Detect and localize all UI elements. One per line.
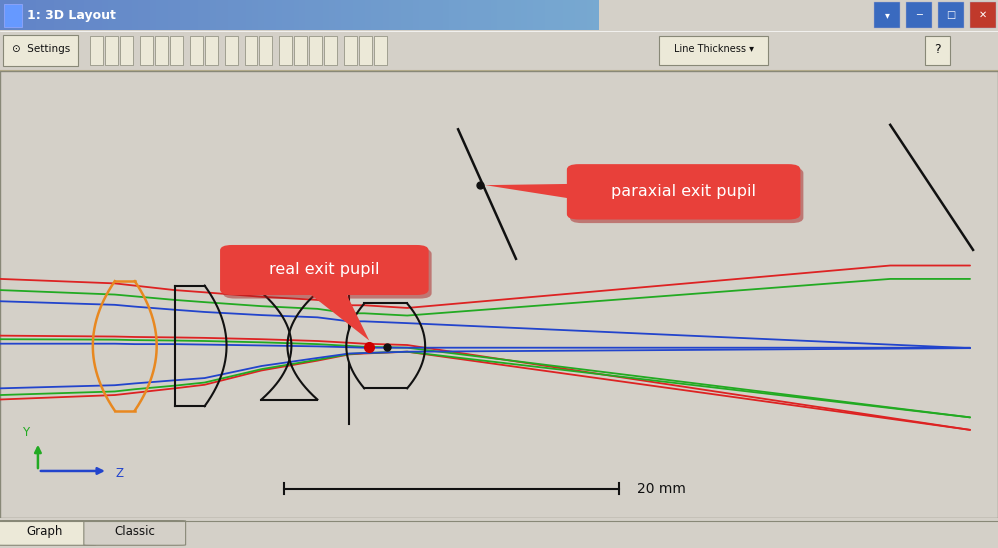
FancyBboxPatch shape [570,168,803,223]
Bar [4,4,22,26]
Bar [344,36,357,65]
Bar [140,36,153,65]
Bar [874,2,900,28]
Bar [205,36,218,65]
Text: 1: 3D Layout: 1: 3D Layout [27,9,116,21]
Text: Classic: Classic [115,525,155,538]
Text: 20 mm: 20 mm [637,482,686,496]
Bar [190,36,203,65]
FancyBboxPatch shape [220,245,429,295]
Bar [3,35,78,66]
Text: paraxial exit pupil: paraxial exit pupil [611,184,756,199]
Bar [120,36,133,65]
Bar [906,2,932,28]
Text: Z: Z [116,467,124,480]
Text: ⊙  Settings: ⊙ Settings [12,44,70,54]
Text: real exit pupil: real exit pupil [269,262,379,277]
Text: Y: Y [22,426,30,439]
Bar [324,36,337,65]
Bar [374,36,387,65]
Bar [245,36,257,65]
Bar [970,2,996,28]
Bar [359,36,372,65]
Text: ─: ─ [916,10,922,20]
Bar [225,36,238,65]
Bar [170,36,183,65]
Bar [259,36,272,65]
Bar [659,36,768,65]
Bar [925,36,950,65]
Text: ?: ? [934,43,941,55]
Polygon shape [485,184,579,200]
Polygon shape [304,290,369,340]
FancyBboxPatch shape [84,521,186,545]
Bar [90,36,103,65]
Text: Line Thickness ▾: Line Thickness ▾ [674,44,753,54]
Bar [938,2,964,28]
Text: ▾: ▾ [885,10,889,20]
Bar [105,36,118,65]
FancyBboxPatch shape [223,249,431,299]
Bar [309,36,322,65]
Bar [155,36,168,65]
FancyBboxPatch shape [0,521,96,545]
FancyBboxPatch shape [567,164,800,220]
Text: Graph: Graph [27,525,63,538]
Bar [294,36,307,65]
Text: ✕: ✕ [979,10,987,20]
Bar [279,36,292,65]
Text: □: □ [946,10,956,20]
